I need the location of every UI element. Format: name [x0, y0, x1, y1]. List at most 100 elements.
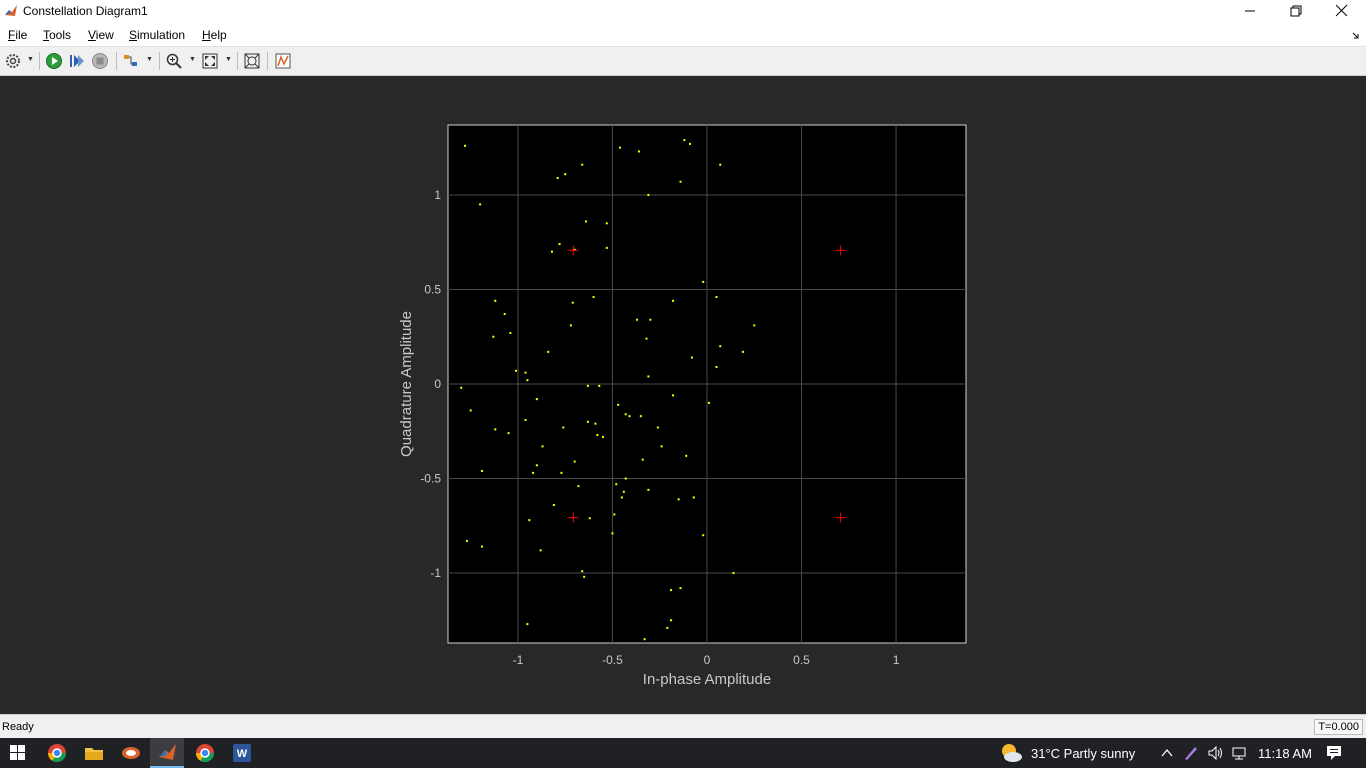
y-tick-label: 0.5	[424, 282, 441, 296]
chrome-icon[interactable]	[46, 742, 68, 764]
symbol-point	[660, 445, 663, 448]
reference-point-marker	[835, 512, 846, 523]
dock-arrow-icon[interactable]	[1352, 32, 1360, 40]
trigger-icon[interactable]	[274, 52, 292, 70]
symbol-point	[647, 375, 650, 378]
symbol-point	[562, 426, 565, 429]
symbol-point	[679, 180, 682, 183]
weather-text[interactable]: 31°C Partly sunny	[1031, 746, 1136, 761]
symbol-point	[464, 144, 467, 147]
symbol-point	[592, 296, 595, 299]
close-button[interactable]	[1319, 0, 1365, 24]
window-title: Constellation Diagram1	[23, 4, 148, 18]
y-axis-label: Quadrature Amplitude	[398, 311, 415, 457]
symbol-point	[507, 432, 510, 435]
reference-point-marker	[835, 245, 846, 256]
reference-constellation	[568, 245, 846, 523]
tick-labels: -1 -0.5 0 0.5 1 1 0.5 0 -0.5 -1	[420, 188, 899, 667]
word-icon[interactable]: W	[231, 742, 253, 764]
symbol-point	[649, 318, 652, 321]
symbol-point	[605, 246, 608, 249]
symbol-point	[481, 469, 484, 472]
symbol-point	[528, 519, 531, 522]
symbol-point	[583, 575, 586, 578]
run-icon[interactable]	[45, 52, 63, 70]
zoom-in-icon[interactable]	[165, 52, 183, 70]
symbol-point	[637, 150, 640, 153]
menu-view[interactable]: View	[88, 28, 114, 42]
symbol-point	[715, 365, 718, 368]
symbol-point	[692, 496, 695, 499]
weather-partly-sunny-icon[interactable]	[998, 741, 1024, 765]
symbol-point	[596, 434, 599, 437]
symbol-point	[671, 394, 674, 397]
symbol-point	[707, 401, 710, 404]
step-icon[interactable]	[68, 52, 86, 70]
volume-icon[interactable]	[1207, 745, 1223, 761]
reference-point-marker	[568, 245, 579, 256]
minimize-button[interactable]	[1227, 0, 1273, 24]
symbol-point	[585, 220, 588, 223]
file-explorer-icon[interactable]	[83, 742, 105, 764]
x-tick-label: 1	[893, 653, 900, 667]
signal-select-dropdown-icon[interactable]: ▼	[146, 56, 153, 63]
symbol-point	[615, 483, 618, 486]
windows-start-icon[interactable]	[10, 745, 26, 761]
toolbar-separator	[39, 52, 40, 70]
network-icon[interactable]	[1231, 745, 1247, 761]
matlab-icon[interactable]	[157, 742, 179, 764]
stop-icon[interactable]	[91, 52, 109, 70]
menu-simulation[interactable]: Simulation	[129, 28, 186, 42]
menu-file[interactable]: File	[8, 28, 28, 42]
constellation-plot[interactable]: -1 -0.5 0 0.5 1 1 0.5 0 -0.5 -1 In-phase Amplitud…	[0, 76, 1366, 714]
x-tick-label: 0	[704, 653, 711, 667]
symbol-point	[532, 471, 535, 474]
symbol-point	[581, 570, 584, 573]
clock-time[interactable]: 11:18 AM	[1258, 746, 1312, 761]
zoom-dropdown-icon[interactable]: ▼	[189, 56, 196, 63]
symbol-point	[666, 626, 669, 629]
menu-help[interactable]: Help	[202, 28, 227, 42]
symbol-point	[547, 350, 550, 353]
y-tick-label: -0.5	[420, 472, 441, 486]
symbol-point	[494, 428, 497, 431]
status-text: Ready	[2, 721, 34, 733]
symbol-point	[503, 313, 506, 316]
fit-view-icon[interactable]	[201, 52, 219, 70]
symbol-point	[550, 250, 553, 253]
simulink-icon[interactable]	[120, 742, 142, 764]
symbol-point	[558, 243, 561, 246]
symbol-point	[670, 589, 673, 592]
settings-icon[interactable]	[4, 52, 22, 70]
chrome-icon-2[interactable]	[194, 742, 216, 764]
symbol-point	[628, 415, 631, 418]
symbol-point	[526, 623, 529, 626]
matlab-app-icon	[4, 4, 18, 18]
signal-select-icon[interactable]	[122, 52, 140, 70]
x-tick-label: 0.5	[793, 653, 810, 667]
symbol-point	[526, 379, 529, 382]
symbol-point	[702, 280, 705, 283]
y-tick-label: -1	[430, 566, 441, 580]
settings-dropdown-icon[interactable]: ▼	[27, 56, 34, 63]
symbol-point	[494, 299, 497, 302]
menu-tools[interactable]: Tools	[43, 28, 72, 42]
symbol-point	[560, 471, 563, 474]
fit-view-dropdown-icon[interactable]: ▼	[225, 56, 232, 63]
symbol-point	[594, 422, 597, 425]
symbol-point	[541, 445, 544, 448]
autoscale-icon[interactable]	[243, 52, 261, 70]
symbol-point	[645, 337, 648, 340]
symbol-point	[613, 513, 616, 516]
notifications-icon[interactable]	[1325, 744, 1343, 762]
toolbar-separator	[267, 52, 268, 70]
grid	[448, 125, 966, 643]
symbol-point	[622, 490, 625, 493]
symbol-point	[656, 426, 659, 429]
tray-expand-icon[interactable]	[1160, 747, 1174, 759]
pen-tray-icon[interactable]	[1183, 745, 1199, 761]
symbol-point	[586, 384, 589, 387]
symbol-point	[535, 464, 538, 467]
restore-button[interactable]	[1273, 0, 1319, 24]
minimize-icon	[1245, 10, 1255, 12]
